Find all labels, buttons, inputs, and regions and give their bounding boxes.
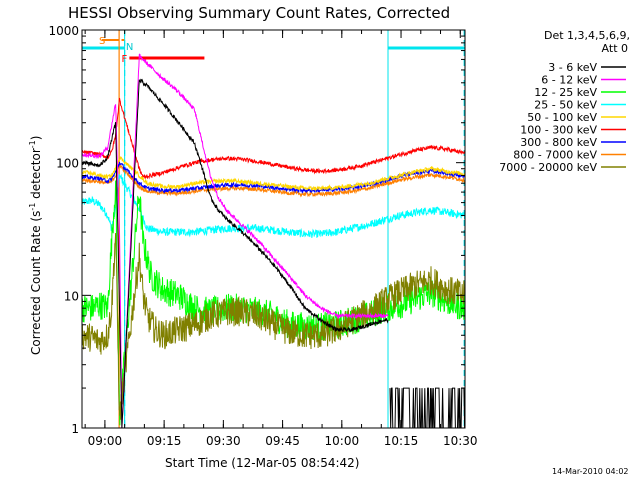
series-line-7000-20000-kev [81, 232, 466, 420]
flare-label: F [121, 54, 127, 65]
series-line-100-300-kev [81, 97, 466, 180]
y-axis-label: Corrected Count Rate (s-1 detector-1) [28, 136, 43, 355]
series-line-800-7000-kev [81, 163, 466, 198]
chart-title: HESSI Observing Summary Count Rates, Cor… [68, 4, 450, 22]
series-line-6-12-kev [81, 53, 389, 429]
x-axis-label: Start Time (12-Mar-05 08:54:42) [165, 456, 359, 470]
legend-header-attenuator: Att 0 [602, 42, 628, 55]
low-energy-noise [389, 387, 466, 429]
series-line-25-50-kev [81, 173, 466, 238]
legend-label: 300 - 800 keV [520, 136, 597, 149]
plot-frame [81, 29, 466, 429]
series-line-12-25-kev [81, 180, 466, 426]
x-tick-label: 10:15 [384, 434, 419, 448]
y-tick-label: 10 [64, 289, 79, 303]
legend-header-detectors: Det 1,3,4,5,6,9, [544, 29, 630, 42]
x-tick-label: 09:00 [88, 434, 123, 448]
timestamp-stamp: 14-Mar-2010 04:02 [552, 467, 629, 476]
attenuator-state-label: S [99, 36, 105, 47]
x-tick-label: 09:15 [147, 434, 182, 448]
x-tick-label: 09:30 [206, 434, 241, 448]
legend-label: 12 - 25 keV [534, 86, 597, 99]
x-tick-label: 10:00 [325, 434, 360, 448]
y-tick-label: 100 [56, 157, 79, 171]
series-layer [81, 53, 466, 429]
y-tick-label: 1 [71, 422, 79, 436]
x-tick-label: 10:30 [443, 434, 478, 448]
legend-label: 7000 - 20000 keV [499, 161, 597, 174]
legend-label: 25 - 50 keV [534, 99, 597, 112]
axes: 09:00 09:15 09:30 09:45 10:00 10:15 10:30 1 10 10… [48, 24, 477, 448]
y-tick-label: 1000 [48, 24, 79, 38]
series-line-50-100-kev [81, 156, 466, 192]
legend-label: 6 - 12 keV [541, 74, 597, 87]
legend-label: 3 - 6 keV [548, 61, 597, 74]
legend-label: 50 - 100 keV [527, 111, 597, 124]
legend-label: 100 - 300 keV [520, 124, 597, 137]
legend-label: 800 - 7000 keV [513, 149, 597, 162]
series-line-3-6-kev [81, 78, 389, 429]
x-tick-label: 09:45 [265, 434, 300, 448]
saa-label: N [126, 42, 133, 53]
